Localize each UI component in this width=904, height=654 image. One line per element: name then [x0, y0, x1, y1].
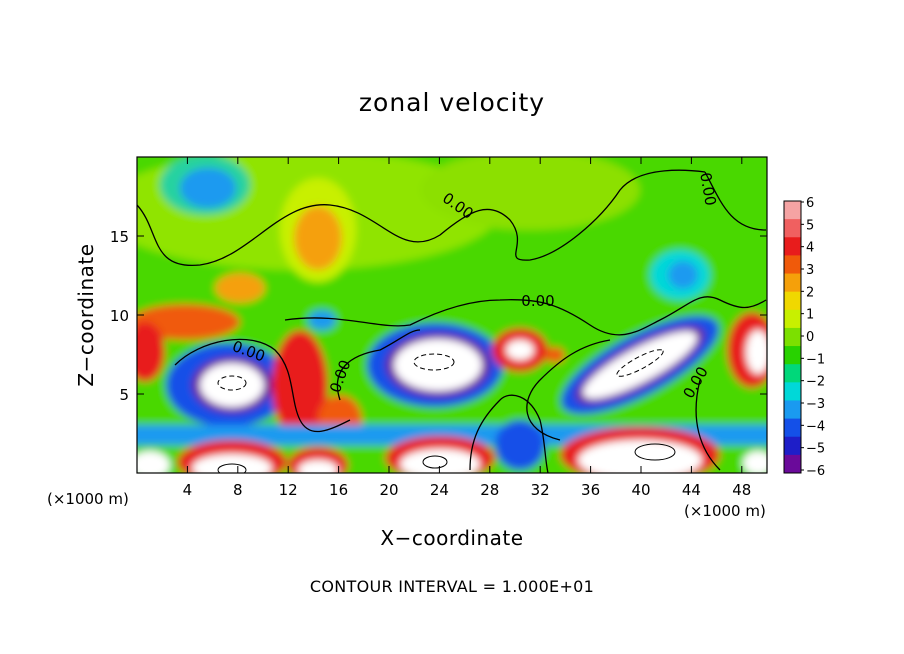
- colorbar-swatch: [784, 219, 801, 238]
- x-tick-label: 40: [631, 481, 650, 499]
- x-tick-label: 12: [279, 481, 298, 499]
- colorbar-label: 0: [806, 330, 814, 345]
- x-tick-label: 36: [581, 481, 600, 499]
- y-tick-label: 15: [110, 228, 129, 246]
- colorbar-label: 6: [806, 196, 814, 211]
- x-tick-label: 44: [682, 481, 701, 499]
- colorbar: 6 5 4 3 2 1 0 −1 −2 −3 −4 −5 −6: [783, 196, 825, 479]
- colorbar-swatch: [784, 237, 801, 256]
- colorbar-swatch: [784, 454, 801, 474]
- colorbar-swatch: [784, 255, 801, 275]
- x-tick-label: 28: [480, 481, 499, 499]
- contour-lines: [137, 169, 767, 473]
- colorbar-label: −2: [806, 375, 825, 390]
- colorbar-label: 1: [806, 308, 814, 323]
- x-tick-label: 20: [379, 481, 398, 499]
- colorbar-swatch: [784, 418, 801, 438]
- colorbar-swatch: [784, 273, 801, 293]
- colorbar-swatch: [784, 400, 801, 420]
- x-tick-label: 24: [430, 481, 449, 499]
- colorbar-label: 5: [806, 218, 814, 233]
- colorbar-label: −5: [806, 442, 825, 457]
- positive-contours: [217, 443, 676, 473]
- x-tick-label: 8: [233, 481, 243, 499]
- colorbar-label: −1: [806, 352, 825, 367]
- colorbar-label: 4: [806, 241, 814, 256]
- colorbar-label: 3: [806, 263, 814, 278]
- x-tick-label: 4: [183, 481, 193, 499]
- x-unit-label-right: (×1000 m): [684, 502, 766, 520]
- x-axis-label: X−coordinate: [380, 526, 524, 550]
- negative-contours: [217, 349, 664, 391]
- x-unit-label-left: (×1000 m): [47, 490, 129, 508]
- contour-label: 0.00: [696, 171, 720, 207]
- colorbar-swatch: [784, 436, 801, 456]
- contour-label: 0.00: [521, 292, 554, 310]
- colorbar-label: 2: [806, 285, 814, 300]
- colorbar-label: −3: [806, 397, 825, 412]
- colorbar-frame: [783, 200, 802, 474]
- colorbar-swatch: [784, 201, 801, 220]
- x-axis: 4 8 12 16 20 24 28 32 36 40 44 48: [183, 157, 751, 499]
- y-tick-label: 5: [119, 386, 129, 404]
- x-tick-label: 48: [732, 481, 751, 499]
- y-tick-label: 10: [110, 307, 129, 325]
- x-tick-label: 16: [329, 481, 348, 499]
- x-tick-label: 32: [531, 481, 550, 499]
- colorbar-swatch: [784, 382, 801, 401]
- colorbar-swatch: [784, 327, 801, 347]
- colorbar-swatch: [784, 309, 801, 329]
- colorbar-swatch: [784, 346, 801, 365]
- contour-interval-note: CONTOUR INTERVAL = 1.000E+01: [309, 577, 595, 596]
- colorbar-label: −4: [806, 419, 825, 434]
- colorbar-swatch: [784, 291, 801, 311]
- y-axis: 5 10 15: [110, 228, 767, 404]
- colorbar-swatch: [784, 364, 801, 383]
- colorbar-label: −6: [806, 464, 825, 479]
- chart-title: zonal velocity: [358, 88, 546, 117]
- velocity-field: 0.00 0.00 0.00 0.00 0.00 0.00: [137, 157, 767, 473]
